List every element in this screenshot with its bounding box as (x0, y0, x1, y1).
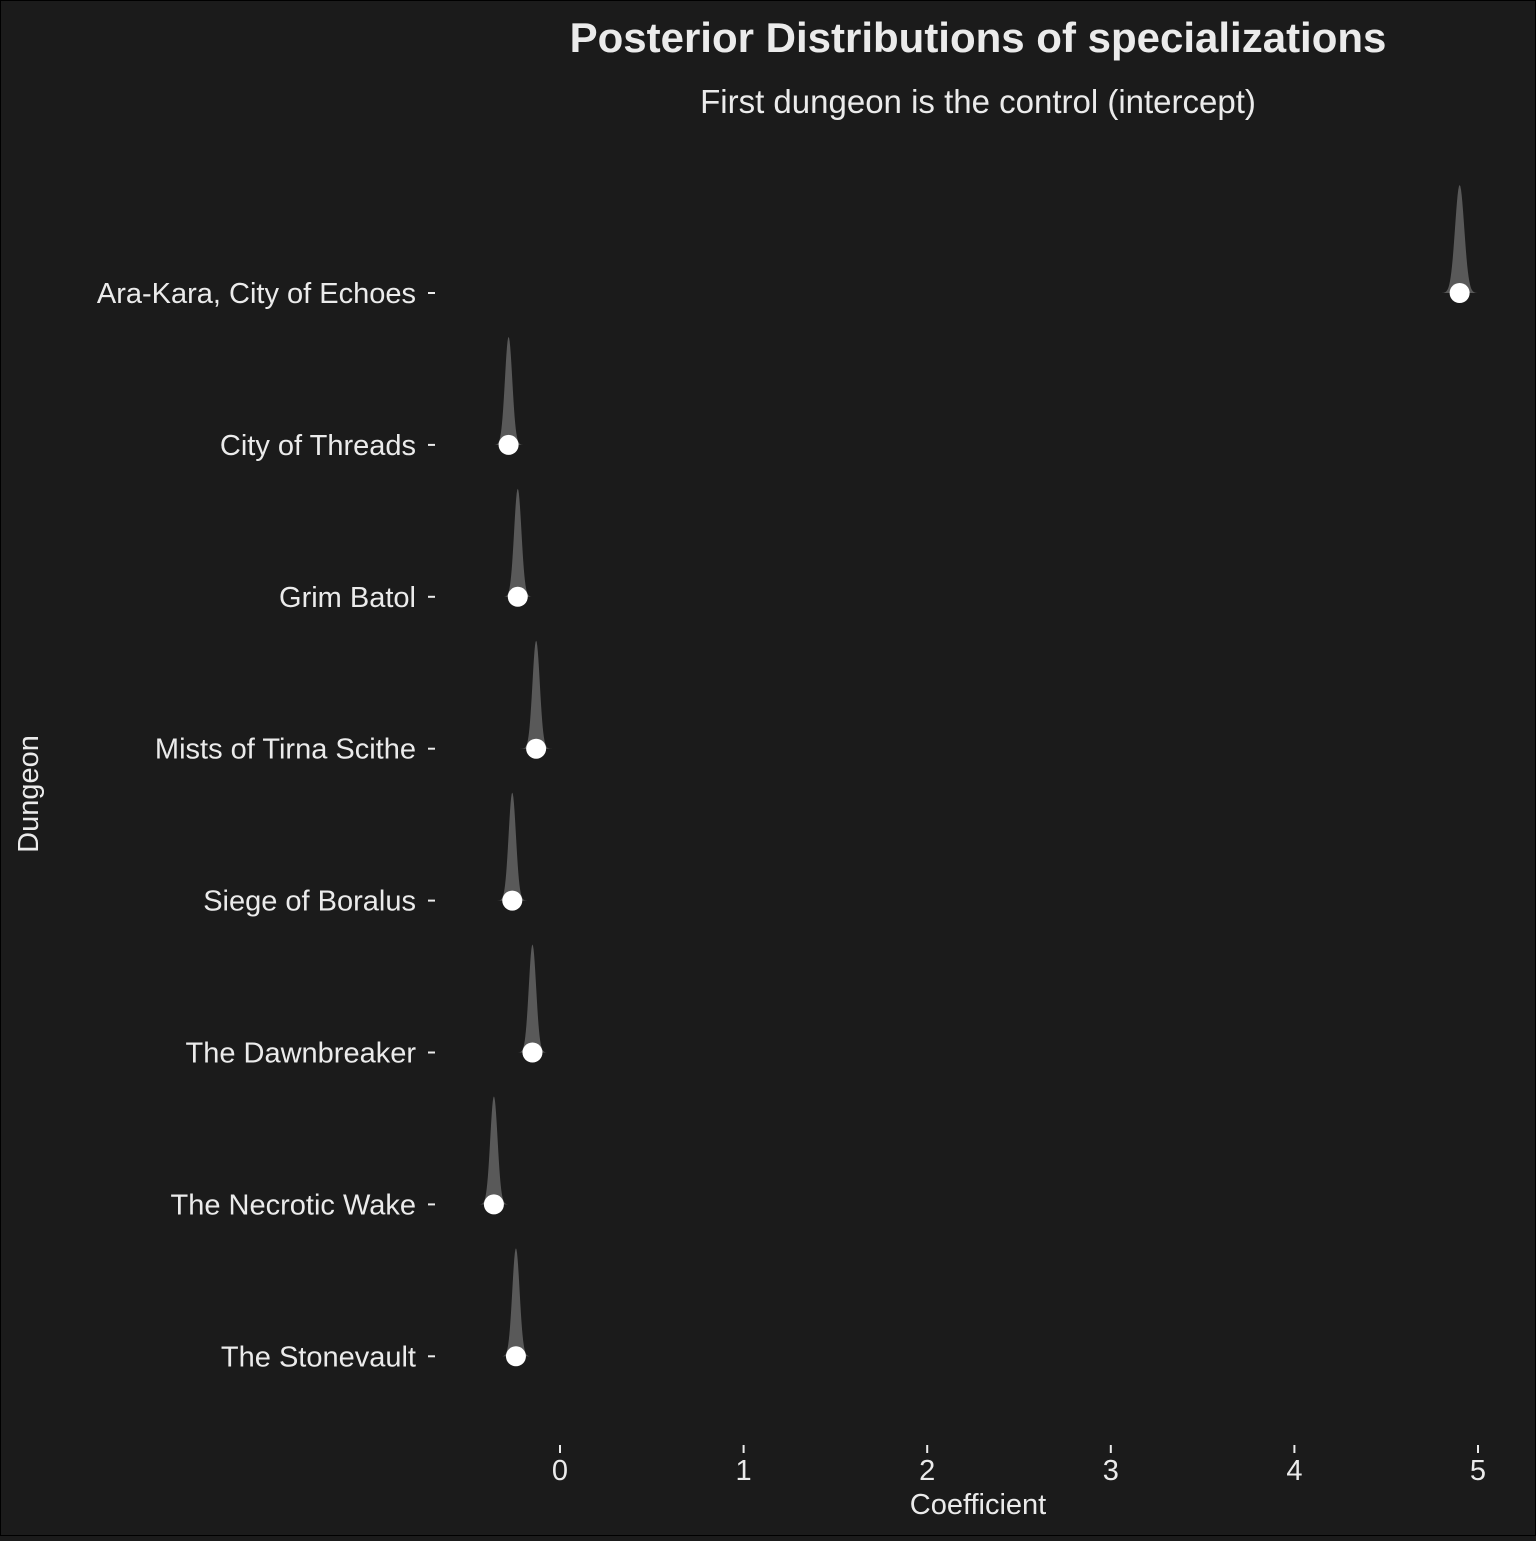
point-estimate (498, 434, 519, 455)
point-estimate (507, 586, 528, 607)
point-estimate (502, 890, 523, 911)
y-tick-label: Siege of Boralus (203, 886, 416, 918)
x-axis-label: Coefficient (910, 1489, 1047, 1521)
y-tick-label: Mists of Tirna Scithe (155, 734, 416, 766)
y-tick-label: Grim Batol (279, 582, 416, 614)
x-tick-label: 1 (736, 1455, 752, 1487)
density-ridge (519, 640, 553, 749)
x-tick-label: 0 (552, 1455, 568, 1487)
x-tick-label: 2 (919, 1455, 935, 1487)
density-ridge (515, 944, 549, 1053)
density-ridge (501, 488, 535, 597)
y-tick-label: The Dawnbreaker (186, 1038, 417, 1070)
y-tick-label: The Stonevault (221, 1341, 416, 1373)
point-estimate (505, 1346, 526, 1367)
density-ridge (1438, 185, 1481, 293)
x-tick-label: 4 (1286, 1455, 1302, 1487)
point-estimate (483, 1194, 504, 1215)
y-axis-label: Dungeon (13, 735, 45, 853)
chart-marks: 0 1 2 3 4 5 Ara-Kara, City of Echoes City of Th… (97, 185, 1486, 1487)
chart-subtitle: First dungeon is the control (intercept) (700, 83, 1256, 120)
density-ridge (477, 1096, 511, 1205)
y-tick-label: Ara-Kara, City of Echoes (97, 278, 416, 310)
density-ridge (499, 1248, 533, 1357)
point-estimate (526, 738, 547, 759)
y-tick-label: City of Threads (220, 430, 416, 462)
point-estimate (1449, 283, 1470, 303)
x-tick-label: 3 (1103, 1455, 1119, 1487)
x-tick-label: 5 (1470, 1455, 1486, 1487)
density-ridge (495, 792, 529, 901)
point-estimate (522, 1042, 543, 1063)
y-tick-label: The Necrotic Wake (171, 1189, 417, 1221)
density-ridge (492, 336, 526, 445)
chart-title: Posterior Distributions of specializatio… (570, 14, 1387, 61)
